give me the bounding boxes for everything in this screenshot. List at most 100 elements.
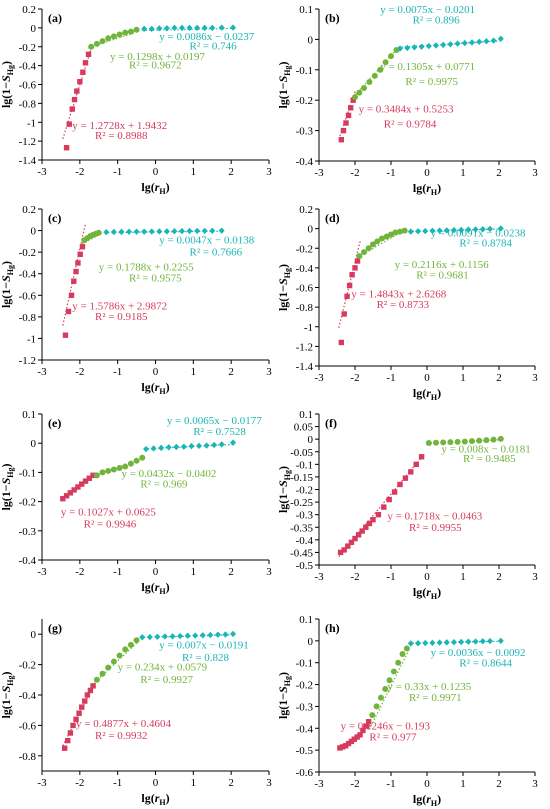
red-fit-equation: y = 1.2728x + 1.9432 (72, 120, 167, 132)
cyan-fit-equation: y = 0.007x − 0.0191 (159, 640, 248, 652)
y-tick-label: -1 (27, 333, 36, 345)
cyan-diamond-point (407, 228, 414, 235)
x-tick-label: -2 (75, 366, 84, 378)
green-fit-line (426, 438, 503, 445)
green-circle-point (454, 438, 461, 445)
x-tick-label: -3 (314, 372, 324, 384)
cyan-diamond-point (487, 225, 493, 233)
red-square-point (354, 734, 360, 740)
red-square-point (408, 469, 414, 475)
x-tick-label: 3 (532, 167, 538, 179)
cyan-diamond-point (196, 442, 203, 450)
green-circle-point (377, 66, 384, 73)
red-square-point (366, 520, 373, 527)
cyan-diamond-point (458, 638, 465, 646)
panel-label: (d) (325, 211, 340, 225)
cyan-fit-r2: R² = 0.746 (190, 41, 238, 53)
y-tick-label: -0.4 (19, 555, 37, 567)
cyan-diamond-point (214, 631, 221, 638)
green-fit-r2: R² = 0.9975 (405, 76, 458, 88)
cyan-diamond-point (188, 442, 195, 450)
x-tick-label: 2 (228, 166, 234, 178)
cyan-diamond-point (207, 631, 214, 639)
cyan-diamond-point (146, 633, 153, 641)
cyan-fit-r2: R² = 0.8784 (459, 237, 512, 249)
y-tick-label: -1.2 (19, 355, 36, 367)
y-axis-label: lg(1−SHg) (0, 61, 15, 108)
red-square-point (354, 258, 361, 264)
red-fit-r2: R² = 0.9185 (95, 311, 148, 323)
red-fit-r2: R² = 0.8733 (377, 299, 430, 311)
cyan-diamond-point (154, 633, 161, 640)
red-square-point (73, 716, 79, 723)
y-tick-label: -0.4 (19, 690, 37, 702)
x-tick-label: -2 (350, 372, 359, 384)
y-tick-label: 0.1 (299, 4, 313, 16)
x-tick-label: 3 (532, 571, 538, 583)
green-circle-point (476, 437, 483, 444)
green-fit-line (368, 649, 410, 730)
x-tick-label: 1 (460, 778, 466, 790)
red-fit-equation: y = 0.1246x − 0.193 (341, 720, 431, 732)
red-square-point (338, 339, 345, 346)
red-square-point (338, 137, 345, 143)
cyan-fit-equation: y = 0.0065x − 0.0177 (167, 415, 262, 427)
green-circle-point (99, 469, 106, 476)
cyan-diamond-point (158, 444, 165, 452)
green-circle-point (379, 235, 385, 242)
green-circle-point (361, 249, 367, 256)
green-circle-point (133, 637, 140, 644)
cyan-diamond-point (192, 632, 199, 639)
green-fit-line (356, 228, 408, 259)
red-square-point (71, 487, 77, 493)
cyan-diamond-point (148, 25, 155, 33)
x-tick-label: -1 (113, 366, 122, 378)
x-tick-label: 0 (424, 372, 430, 384)
green-circle-point (390, 668, 397, 675)
green-circle-point (356, 253, 363, 260)
red-square-point (62, 332, 69, 338)
green-circle-point (133, 457, 140, 464)
cyan-fit-equation: y = 0.0086x − 0.0237 (159, 31, 254, 43)
x-tick-label: -3 (37, 777, 47, 789)
green-fit-r2: R² = 0.9681 (416, 270, 469, 282)
red-square-point (74, 88, 80, 94)
cyan-fit-r2: R² = 0.7528 (193, 426, 246, 438)
cyan-diamond-point (118, 228, 125, 236)
y-tick-label: -0.4 (296, 156, 314, 168)
x-tick-label: 2 (228, 566, 234, 578)
green-fit-equation: y = 0.008x − 0.0181 (441, 443, 530, 455)
cyan-diamond-point (415, 228, 421, 235)
cyan-diamond-point (436, 639, 443, 646)
x-tick-label: 3 (266, 166, 272, 178)
green-circle-point (99, 670, 106, 677)
x-tick-label: 0 (424, 167, 430, 179)
y-tick-label: -1 (27, 117, 36, 129)
green-circle-point (93, 472, 100, 479)
red-square-point (386, 496, 392, 503)
red-square-point (340, 744, 346, 750)
red-square-point (337, 745, 343, 751)
green-fit-r2: R² = 0.9672 (129, 59, 182, 71)
x-tick-label: 2 (496, 372, 502, 384)
cyan-diamond-point (458, 226, 465, 234)
y-tick-label: -0.2 (19, 247, 36, 259)
cyan-diamond-point (222, 631, 229, 638)
green-circle-point (374, 238, 381, 245)
x-axis-label: lg(rH) (413, 792, 441, 808)
cyan-diamond-point (472, 226, 479, 233)
red-square-point (413, 461, 419, 468)
green-circle-point (127, 641, 134, 648)
cyan-fit-r2: R² = 0.828 (182, 652, 230, 664)
cyan-diamond-point (211, 441, 218, 449)
green-circle-point (116, 465, 123, 472)
cyan-diamond-point (230, 24, 237, 31)
green-circle-point (392, 229, 399, 236)
y-tick-label: -1.2 (19, 136, 36, 148)
green-circle-point (395, 659, 402, 666)
x-tick-label: -1 (386, 167, 395, 179)
cyan-diamond-point (443, 639, 450, 646)
red-square-point (90, 683, 96, 689)
green-circle-point (401, 227, 408, 234)
cyan-diamond-point (422, 227, 429, 235)
